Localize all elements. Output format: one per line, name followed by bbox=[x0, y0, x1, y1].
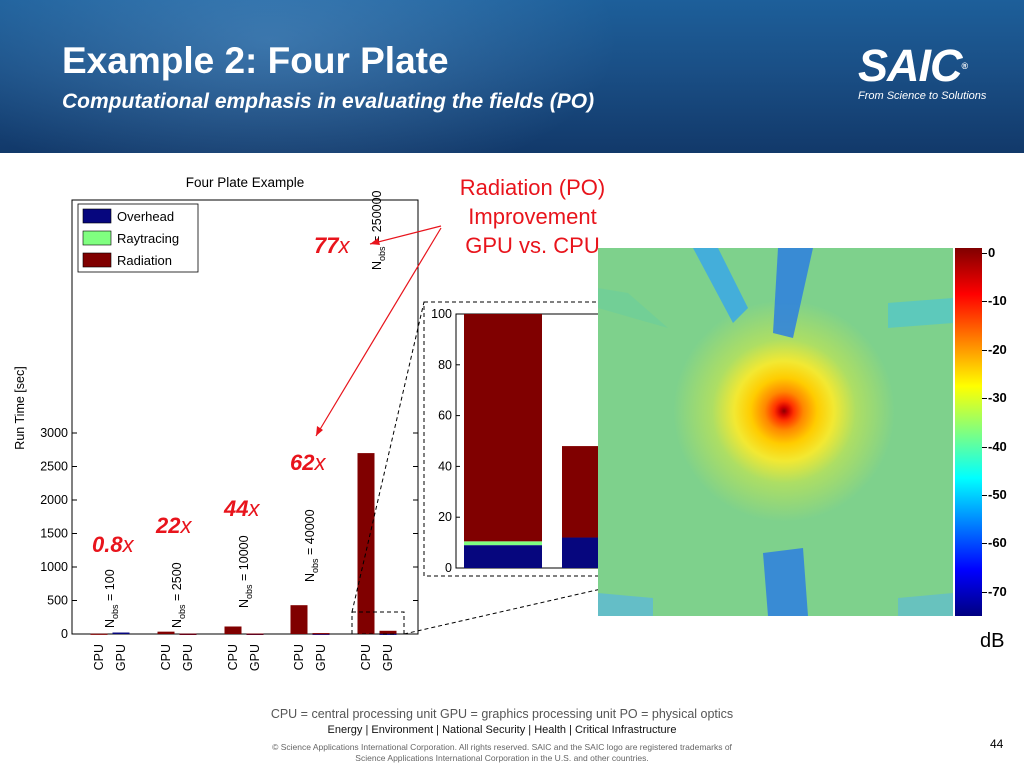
slide-subtitle: Computational emphasis in evaluating the… bbox=[62, 90, 595, 113]
radiation-note-line: Improvement bbox=[468, 204, 597, 229]
colorbar-tick-label: -40 bbox=[988, 438, 1007, 454]
inset-y-tick-label: 40 bbox=[438, 459, 452, 473]
bar-segment-radiation bbox=[224, 626, 242, 634]
inset-y-tick-label: 20 bbox=[438, 510, 452, 524]
speedup-label: 22x bbox=[156, 513, 192, 538]
slide-header: Example 2: Four Plate Computational emph… bbox=[0, 0, 1024, 153]
bar-segment-overhead bbox=[112, 632, 130, 634]
footer-copyright: © Science Applications International Cor… bbox=[0, 742, 1004, 764]
radiation-note-line: Radiation (PO) bbox=[459, 175, 606, 200]
nobs-label: Nobs = 2500 bbox=[170, 562, 187, 628]
radiation-note: Radiation (PO) Improvement GPU vs. CPU bbox=[430, 173, 635, 260]
inset-y-tick-label: 80 bbox=[438, 358, 452, 372]
speedup-label: 44x bbox=[224, 496, 260, 521]
colorbar-tick-label: -30 bbox=[988, 390, 1007, 406]
page-number: 44 bbox=[990, 737, 1004, 751]
colorbar-unit: dB bbox=[980, 630, 1005, 652]
colorbar-tick bbox=[982, 252, 987, 254]
colorbar-tick-label: -60 bbox=[988, 535, 1007, 551]
y-tick-label: 3000 bbox=[40, 426, 68, 440]
speedup-label: 0.8x bbox=[92, 532, 134, 557]
copyright-line: © Science Applications International Cor… bbox=[272, 742, 732, 752]
colorbar-tick bbox=[982, 543, 987, 545]
bar-segment-radiation bbox=[90, 633, 108, 635]
logo-tagline: From Science to Solutions bbox=[858, 90, 987, 102]
x-tick-label: GPU bbox=[248, 644, 262, 671]
footer-tagline: Energy | Environment | National Security… bbox=[327, 724, 677, 736]
inset-y-tick-label: 60 bbox=[438, 409, 452, 423]
logo-text: SAIC bbox=[858, 40, 963, 91]
y-tick-label: 2000 bbox=[40, 493, 68, 507]
arrow-head bbox=[370, 238, 380, 245]
bar-segment-radiation bbox=[290, 605, 308, 634]
y-tick-label: 1500 bbox=[40, 527, 68, 541]
legend-swatch bbox=[82, 230, 112, 246]
bar-segment-radiation bbox=[246, 633, 264, 635]
y-tick-label: 500 bbox=[47, 594, 68, 608]
y-tick-label: 1000 bbox=[40, 560, 68, 574]
arrow-head bbox=[316, 426, 323, 436]
zoom-source-box bbox=[351, 611, 405, 635]
nobs-label: Nobs = 10000 bbox=[237, 535, 254, 608]
colorbar-tick bbox=[982, 349, 987, 351]
nobs-label: Nobs = 250000 bbox=[370, 190, 387, 270]
x-tick-label: GPU bbox=[314, 644, 328, 671]
colorbar-tick bbox=[982, 446, 987, 448]
speedup-label: 62x bbox=[290, 450, 326, 475]
footer-definitions: CPU = central processing unit GPU = grap… bbox=[270, 707, 734, 721]
y-axis-label: Run Time [sec] bbox=[13, 366, 27, 449]
inset-bar-segment-raytracing bbox=[464, 541, 542, 546]
y-tick-label: 0 bbox=[61, 627, 68, 641]
x-tick-label: CPU bbox=[226, 644, 240, 670]
colorbar-tick-label: -70 bbox=[988, 583, 1007, 599]
inset-y-tick-label: 100 bbox=[431, 307, 452, 321]
header-glow bbox=[0, 0, 620, 153]
colorbar bbox=[955, 248, 982, 616]
colorbar-tick bbox=[982, 494, 987, 496]
speedup-label: 77x bbox=[314, 233, 350, 258]
colorbar-tick bbox=[982, 591, 987, 593]
legend-swatch bbox=[82, 252, 112, 268]
bar-segment-overhead bbox=[379, 633, 397, 635]
bar-segment-radiation bbox=[157, 631, 175, 634]
colorbar-tick bbox=[982, 398, 987, 400]
colorbar-tick-label: -10 bbox=[988, 293, 1007, 309]
x-tick-label: CPU bbox=[359, 644, 373, 670]
annotation-arrow bbox=[369, 225, 442, 245]
bar-segment-radiation bbox=[379, 630, 397, 634]
colorbar-tick-label: 0 bbox=[988, 244, 996, 260]
legend-swatch bbox=[82, 208, 112, 224]
inset-y-tick-label: 0 bbox=[445, 561, 452, 575]
nobs-label: Nobs = 40000 bbox=[303, 509, 320, 582]
x-tick-label: GPU bbox=[114, 644, 128, 671]
colorbar-tick-label: -20 bbox=[988, 341, 1007, 357]
bar-segment-overhead bbox=[312, 633, 330, 635]
saic-logo: SAIC® bbox=[858, 43, 969, 88]
chart-title: Four Plate Example bbox=[186, 175, 305, 190]
legend-label: Overhead bbox=[117, 209, 174, 224]
field-heatmap bbox=[598, 248, 953, 616]
y-tick-label: 2500 bbox=[40, 460, 68, 474]
annotation-arrow bbox=[315, 227, 442, 437]
copyright-line: Science Applications International Corpo… bbox=[355, 753, 649, 763]
bar-segment-radiation bbox=[312, 633, 330, 635]
legend-label: Raytracing bbox=[117, 231, 179, 246]
inset-bar-segment-radiation bbox=[464, 314, 542, 542]
legend-label: Radiation bbox=[117, 253, 172, 268]
x-tick-label: GPU bbox=[381, 644, 395, 671]
x-tick-label: CPU bbox=[292, 644, 306, 670]
colorbar-tick bbox=[982, 301, 987, 303]
x-tick-label: GPU bbox=[181, 644, 195, 671]
bar-segment-radiation bbox=[179, 633, 197, 635]
heatmap-streaks bbox=[598, 248, 953, 616]
x-tick-label: CPU bbox=[92, 644, 106, 670]
nobs-label: Nobs = 100 bbox=[103, 569, 120, 628]
radiation-note-line: GPU vs. CPU bbox=[465, 233, 600, 258]
inset-bar-segment-overhead bbox=[464, 545, 542, 568]
bar-segment-radiation bbox=[357, 453, 375, 634]
slide-title: Example 2: Four Plate bbox=[62, 40, 449, 81]
colorbar-tick-label: -50 bbox=[988, 486, 1007, 502]
x-tick-label: CPU bbox=[159, 644, 173, 670]
registered-mark: ® bbox=[961, 61, 969, 71]
